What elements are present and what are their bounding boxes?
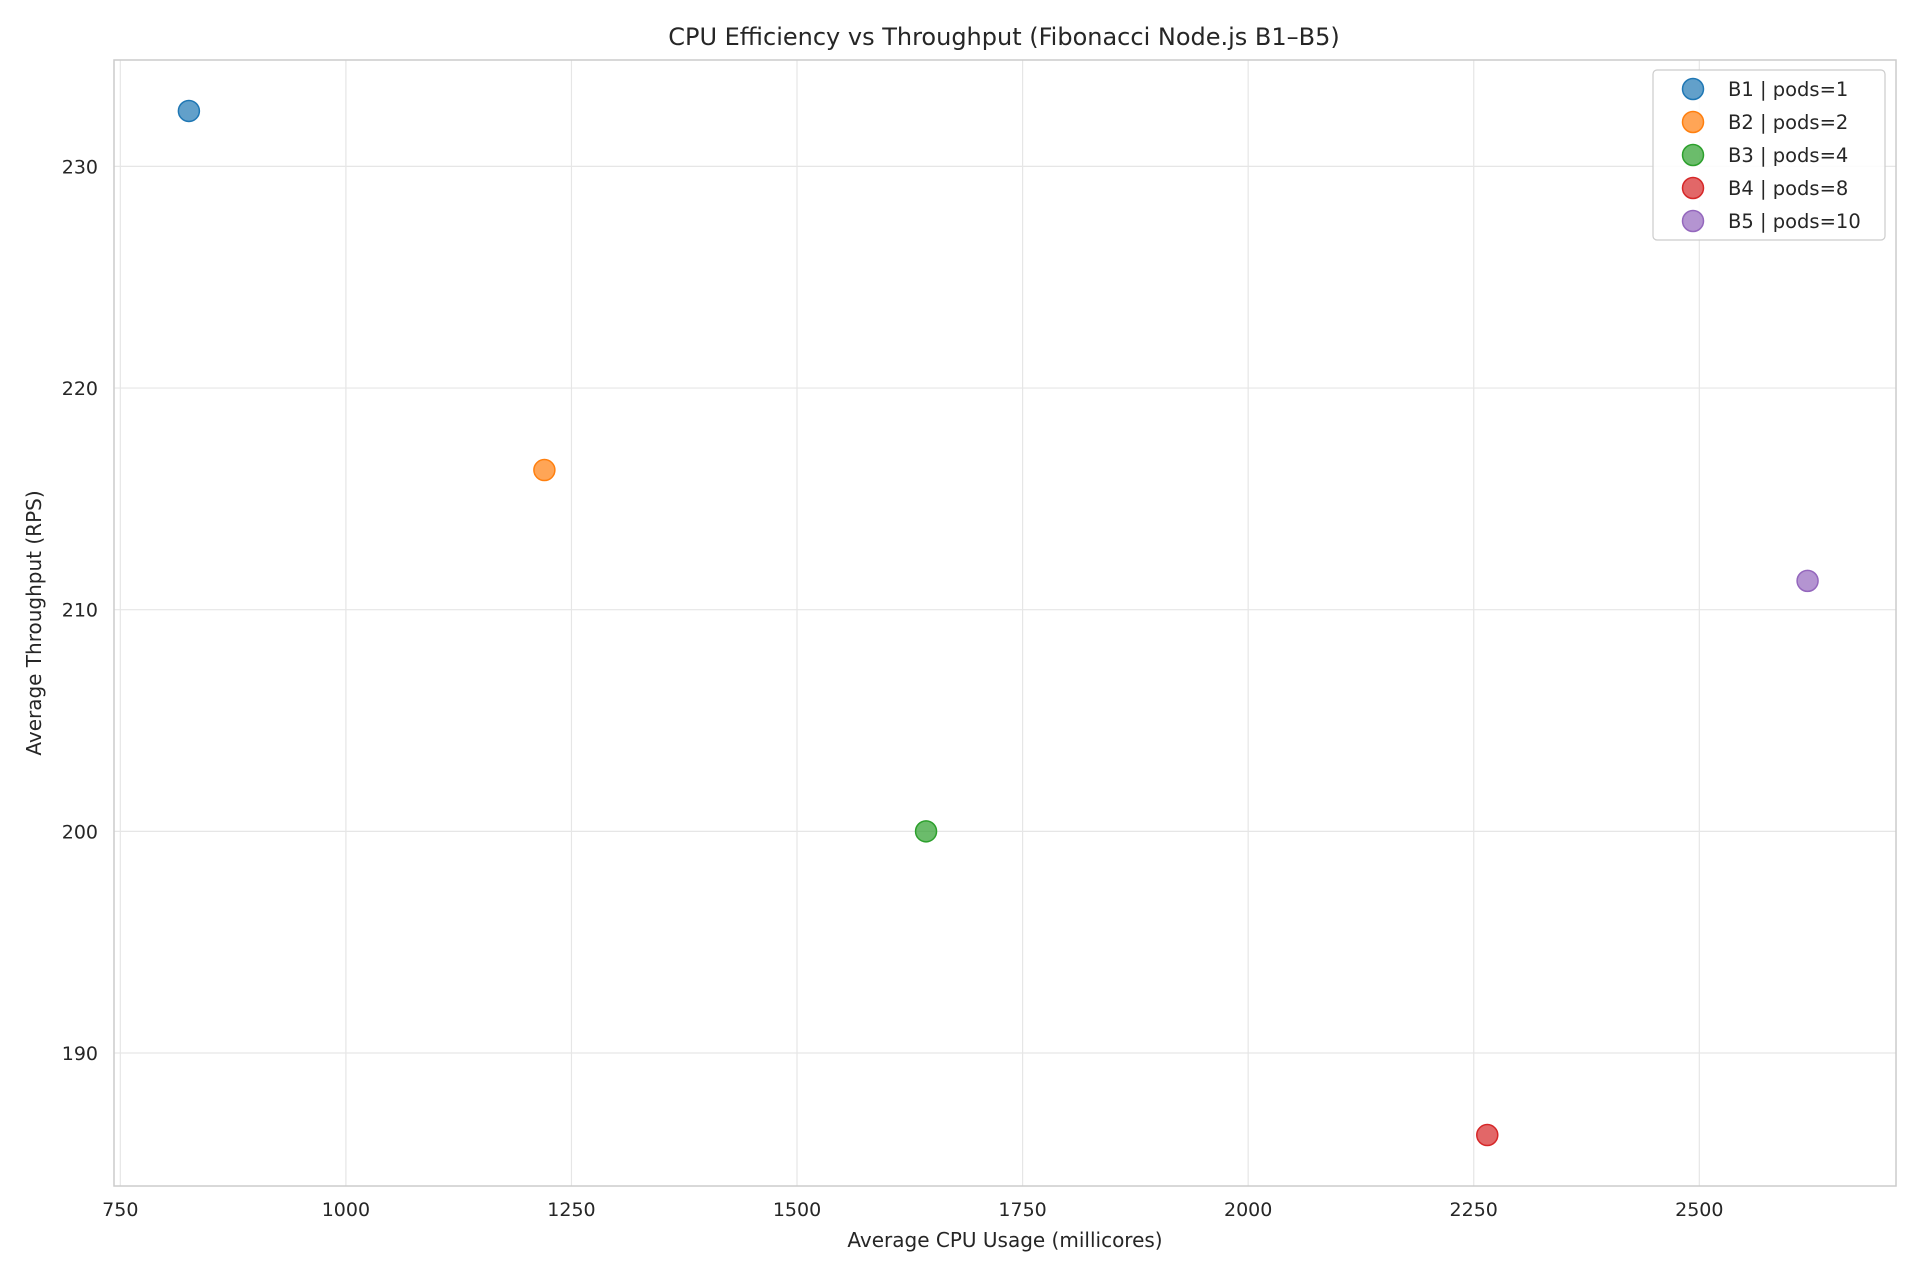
x-axis-label: Average CPU Usage (millicores) xyxy=(847,1228,1162,1252)
y-tick-label: 230 xyxy=(62,156,98,178)
legend-marker xyxy=(1681,143,1705,167)
x-tick-label: 1250 xyxy=(547,1199,595,1221)
legend-box xyxy=(1652,69,1886,241)
y-tick-label: 190 xyxy=(62,1043,98,1065)
legend-label: B4 | pods=8 xyxy=(1728,177,1848,200)
y-tick-label: 210 xyxy=(62,600,98,622)
legend-label: B2 | pods=2 xyxy=(1728,111,1848,134)
x-tick-label: 1500 xyxy=(773,1199,821,1221)
x-tick-label: 2250 xyxy=(1450,1199,1498,1221)
legend-label: B5 | pods=10 xyxy=(1728,210,1861,233)
y-tick-label: 220 xyxy=(62,378,98,400)
x-tick-label: 1000 xyxy=(322,1199,370,1221)
chart-title: CPU Efficiency vs Throughput (Fibonacci … xyxy=(668,23,1340,51)
data-point xyxy=(914,820,938,843)
x-tick-labels: 750 1000 1250 1500 1750 2000 2250 2500 xyxy=(102,1199,1723,1221)
data-point xyxy=(177,99,201,123)
x-tick-label: 2000 xyxy=(1224,1199,1272,1221)
x-tick-label: 2500 xyxy=(1675,1199,1723,1221)
legend-marker xyxy=(1681,77,1705,101)
legend-marker xyxy=(1681,209,1705,233)
grid-lines xyxy=(114,60,1896,1186)
legend-marker xyxy=(1681,176,1705,200)
y-axis-label: Average Throughput (RPS) xyxy=(22,490,46,755)
legend: B1 | pods=1 B2 | pods=2 B3 | pods=4 B4 | po… xyxy=(1652,69,1886,241)
data-point xyxy=(1476,1123,1499,1147)
legend-label: B3 | pods=4 xyxy=(1728,144,1848,167)
y-tick-labels: 190 200 210 220 230 xyxy=(62,156,98,1065)
y-tick-label: 200 xyxy=(62,821,98,843)
x-tick-label: 750 xyxy=(102,1199,138,1221)
plot-area-frame xyxy=(113,59,1897,1187)
data-point xyxy=(1796,569,1819,593)
data-point xyxy=(533,458,556,482)
x-tick-label: 1750 xyxy=(998,1199,1046,1221)
legend-marker xyxy=(1681,110,1705,134)
legend-label: B1 | pods=1 xyxy=(1728,78,1848,101)
data-points xyxy=(177,99,1819,1147)
